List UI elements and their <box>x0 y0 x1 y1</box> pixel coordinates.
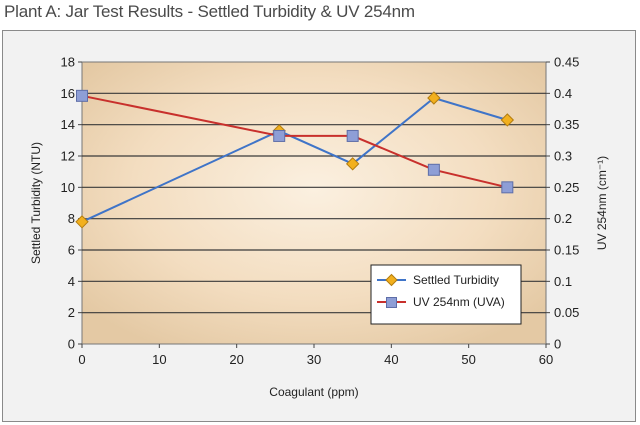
y-tick-label: 8 <box>68 211 75 226</box>
legend-box <box>370 264 522 325</box>
y2-tick-label: 0.05 <box>554 305 579 320</box>
y-tick-label: 18 <box>61 55 75 70</box>
y-axis-label: Settled Turbidity (NTU) <box>29 142 43 264</box>
y2-axis-label: UV 254nm (cm⁻¹) <box>595 156 609 250</box>
data-point-square <box>76 89 88 102</box>
y-tick-label: 12 <box>61 149 75 164</box>
y2-tick-label: 0.45 <box>554 55 579 70</box>
data-point-diamond <box>427 91 441 105</box>
x-tick-label: 50 <box>461 352 475 367</box>
y-tick-label: 14 <box>61 117 75 132</box>
data-point-diamond <box>500 113 515 127</box>
y2-tick-label: 0.2 <box>554 211 572 226</box>
legend: Settled Turbidity UV 254nm (UVA) <box>370 264 522 325</box>
data-point-square <box>346 129 359 142</box>
x-tick-label: 40 <box>384 352 398 367</box>
y2-tick-label: 0.25 <box>554 180 579 195</box>
y-tick-label: 16 <box>61 86 75 101</box>
legend-marker-uva <box>386 297 397 308</box>
x-axis-label: Coagulant (ppm) <box>269 385 358 399</box>
y-tick-label: 0 <box>68 337 75 352</box>
y2-tick-label: 0.1 <box>554 274 572 289</box>
y2-tick-label: 0.3 <box>554 149 572 164</box>
y-tick-label: 2 <box>68 305 75 320</box>
y2-tick-label: 0.4 <box>554 86 572 101</box>
legend-marker-turbidity <box>385 273 398 287</box>
data-point-square <box>501 181 514 194</box>
series <box>75 89 515 229</box>
y2-tick-label: 0.35 <box>554 117 579 132</box>
data-point-diamond <box>345 157 360 171</box>
x-tick-label: 10 <box>152 352 166 367</box>
y-tick-label: 10 <box>61 180 75 195</box>
chart-title: Plant A: Jar Test Results - Settled Turb… <box>4 2 415 21</box>
legend-label-uva: UV 254nm (UVA) <box>413 295 505 309</box>
x-tick-label: 60 <box>539 352 553 367</box>
legend-label-turbidity: Settled Turbidity <box>413 273 499 287</box>
x-tick-label: 0 <box>78 352 85 367</box>
y-tick-label: 6 <box>68 243 75 258</box>
y2-tick-label: 0.15 <box>554 243 579 258</box>
data-point-diamond <box>75 215 89 229</box>
x-tick-label: 20 <box>229 352 243 367</box>
y-tick-label: 4 <box>68 274 75 289</box>
data-point-square <box>427 163 440 176</box>
axes: 0 2 4 6 8 10 12 14 16 18 0 0.05 0.1 0.15 0.2 0.25 0.3 0.3… <box>61 55 580 368</box>
x-tick-label: 30 <box>307 352 321 367</box>
data-point-square <box>273 129 286 142</box>
y2-tick-label: 0 <box>554 337 561 352</box>
